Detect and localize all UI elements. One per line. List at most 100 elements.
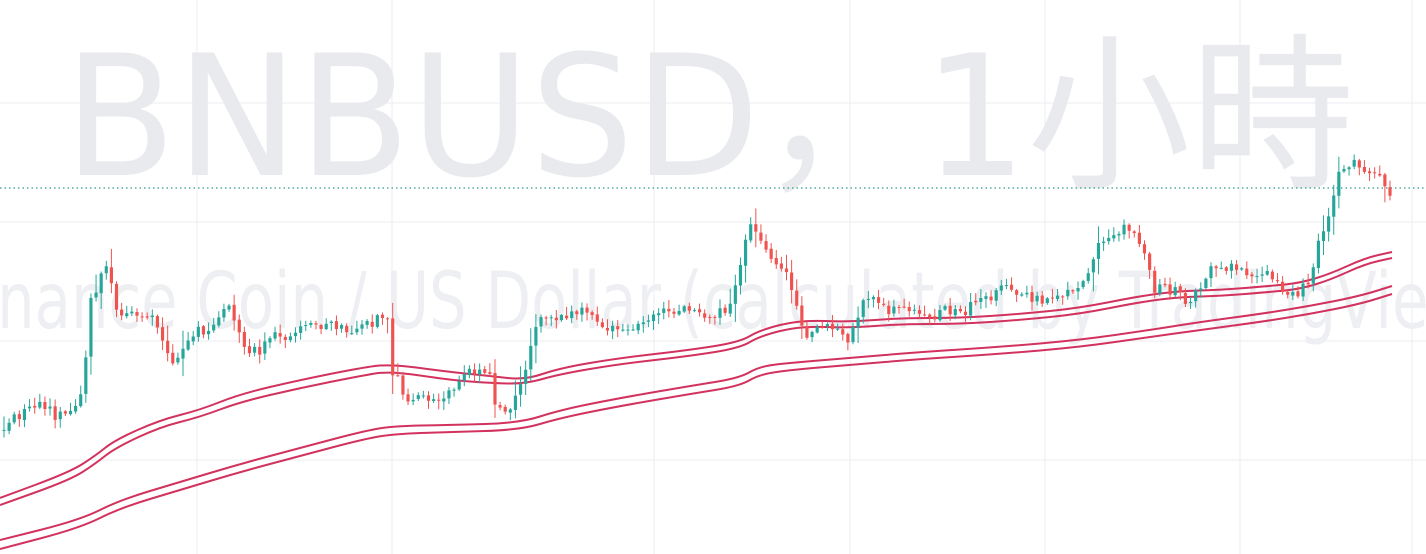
candle-body — [897, 307, 901, 308]
candle-body — [125, 313, 129, 317]
candle — [293, 327, 298, 343]
candle-body — [120, 309, 124, 316]
candle-body — [1219, 267, 1223, 269]
candle — [1214, 264, 1218, 277]
candle-body — [718, 308, 722, 318]
candle — [1173, 281, 1177, 298]
candle-body — [33, 405, 37, 408]
candle-body — [1025, 292, 1029, 295]
candle — [380, 312, 385, 325]
candle-body — [820, 326, 824, 328]
candle-body — [201, 326, 206, 335]
candle-body — [600, 322, 604, 328]
candle-body — [232, 304, 236, 321]
candle-body — [432, 399, 436, 401]
candle — [401, 371, 405, 400]
candle — [1270, 269, 1274, 283]
candle — [1388, 180, 1392, 201]
candle-body — [150, 315, 154, 318]
candle — [882, 297, 886, 307]
candle-body — [1357, 160, 1361, 168]
candle — [641, 316, 645, 333]
candle — [181, 330, 185, 377]
candle — [769, 243, 773, 263]
candle — [288, 332, 292, 343]
candle-body — [928, 314, 932, 318]
candle — [1148, 251, 1152, 279]
candle-body — [682, 306, 686, 312]
candle — [1076, 281, 1080, 300]
candle-body — [1316, 240, 1320, 268]
candle-body — [943, 306, 947, 310]
candle-body — [667, 308, 671, 312]
candle — [406, 388, 410, 405]
candle-body — [191, 336, 195, 342]
candle-body — [273, 332, 277, 339]
candle — [350, 325, 354, 335]
candle-body — [841, 329, 845, 335]
candle-body — [1066, 289, 1070, 297]
candle — [738, 257, 743, 295]
candle — [217, 311, 221, 328]
candle — [99, 271, 103, 309]
candle-body — [457, 381, 461, 390]
candle — [1352, 154, 1356, 170]
candle — [830, 315, 835, 338]
candle-body — [135, 312, 139, 316]
candle — [462, 365, 466, 387]
candle — [759, 224, 763, 244]
candle — [38, 393, 42, 410]
candle — [544, 315, 548, 326]
candle — [713, 315, 717, 325]
candle — [651, 310, 656, 330]
candle-body — [1122, 224, 1126, 235]
candle — [820, 321, 824, 329]
candle — [166, 325, 170, 362]
candle-body — [68, 410, 73, 415]
candle-body — [1183, 293, 1188, 304]
candle-body — [89, 297, 93, 357]
candle — [135, 308, 139, 322]
candle — [570, 305, 574, 324]
candle — [984, 292, 988, 308]
candle-body — [22, 409, 27, 420]
candle-body — [247, 346, 252, 354]
candle-body — [917, 310, 922, 314]
candle — [89, 293, 93, 375]
candle — [247, 338, 252, 357]
candle-body — [1107, 237, 1111, 242]
candle-body — [1015, 290, 1019, 295]
candle — [856, 306, 860, 343]
candle — [319, 323, 323, 335]
candle-body — [769, 248, 773, 259]
candle — [779, 256, 783, 272]
candle-body — [1050, 297, 1055, 299]
candle — [723, 304, 727, 316]
candle-body — [309, 323, 313, 325]
candle-body — [871, 297, 876, 300]
candle-body — [979, 298, 983, 302]
candle — [1158, 279, 1162, 297]
candle-body — [518, 384, 523, 395]
candle — [140, 312, 144, 322]
candle-body — [130, 311, 134, 314]
candle-body — [687, 306, 691, 311]
candle-body — [1117, 233, 1121, 236]
candle — [1188, 297, 1193, 309]
candle — [1137, 225, 1141, 248]
candle-body — [212, 324, 216, 331]
candle-body — [493, 373, 497, 405]
candle-body — [1009, 284, 1014, 290]
candle-body — [876, 297, 881, 303]
candle — [365, 319, 369, 329]
candle-body — [1245, 268, 1249, 276]
candle — [1055, 289, 1060, 302]
candle-body — [912, 309, 916, 311]
candle — [974, 293, 978, 306]
candle-body — [160, 327, 165, 341]
candle-body — [1168, 284, 1172, 295]
candle-body — [524, 369, 528, 384]
